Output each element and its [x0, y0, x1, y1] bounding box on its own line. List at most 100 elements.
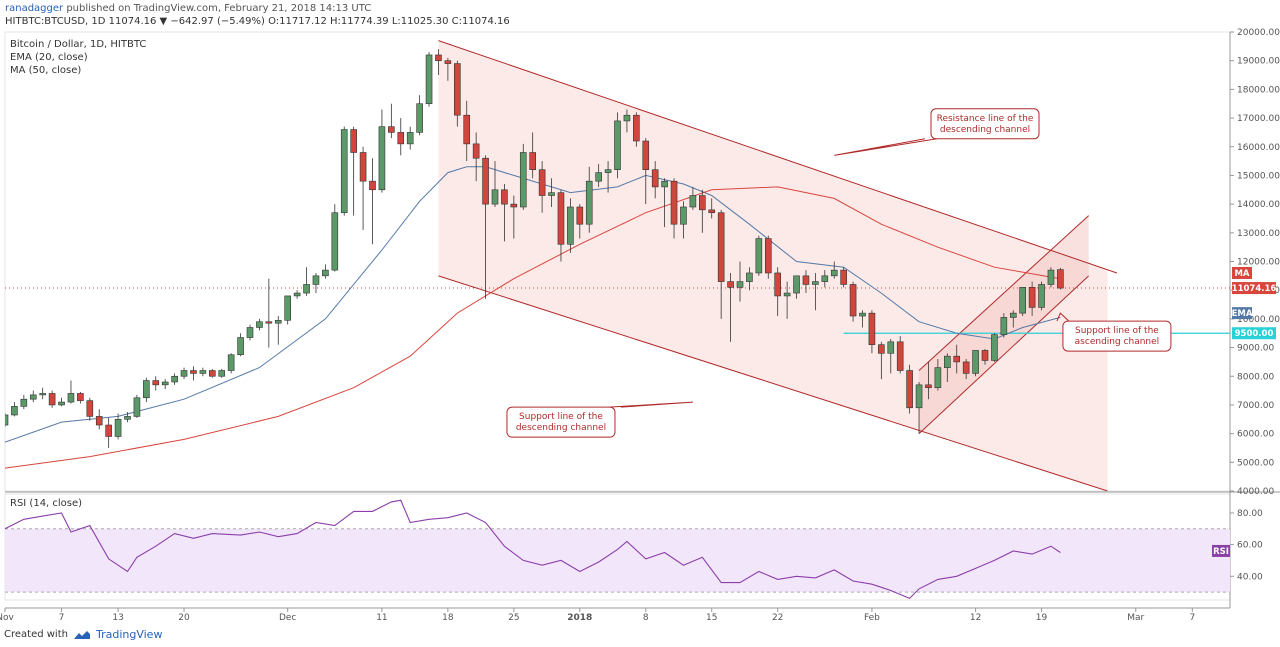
y-tick-label: 12000.00 [1237, 258, 1280, 268]
x-tick-label: 18 [442, 613, 454, 623]
price-axis-tag [1232, 307, 1252, 320]
annotation-text: ascending channel [1075, 337, 1160, 347]
candle-down [397, 132, 405, 145]
x-tick-label: 12 [970, 613, 981, 623]
ema-legend[interactable]: EMA (20, close) [10, 52, 88, 63]
candle-up [812, 281, 819, 285]
candle-down [105, 424, 112, 437]
main-legend: Bitcoin / Dollar, 1D, HITBTC EMA (20, cl… [10, 38, 146, 77]
x-tick-label: 22 [772, 613, 783, 623]
rsi-band [5, 528, 1230, 593]
y-tick-label: 6000.00 [1237, 430, 1274, 440]
candle-up [519, 152, 527, 208]
candle-down [925, 384, 932, 389]
candle-down [633, 114, 640, 142]
y-tick-label: 5000.00 [1237, 458, 1274, 468]
x-tick-label: 7 [59, 613, 65, 623]
symbol-legend[interactable]: Bitcoin / Dollar, 1D, HITBTC [10, 39, 147, 50]
candle-up [567, 206, 574, 245]
candle-up [322, 269, 329, 277]
candle-up [237, 337, 244, 356]
candle-down [510, 203, 518, 208]
published-text: published on TradingView.com, February 2… [66, 3, 372, 14]
resistance-line-ascending [918, 215, 1089, 371]
candle-up [491, 189, 499, 205]
candle-down [896, 341, 904, 371]
x-tick-label: 11 [376, 613, 387, 623]
rsi-legend: RSI (14, close) [10, 497, 82, 510]
candle-down [849, 284, 857, 317]
candle-up [227, 354, 235, 371]
candle-up [67, 393, 75, 403]
x-tick-label: 20 [178, 613, 190, 623]
candle-up [5, 414, 9, 426]
tradingview-brand[interactable]: TradingView [95, 628, 163, 641]
candle-down [209, 370, 216, 377]
candle-down [350, 129, 357, 153]
x-tick-label: 2018 [567, 613, 592, 623]
candle-up [991, 334, 998, 361]
candle-down [472, 143, 480, 159]
candle-down [501, 189, 508, 205]
candle-up [736, 281, 744, 288]
candle-up [20, 398, 28, 407]
candle-down [774, 272, 781, 297]
y-tick-label: 16000.00 [1237, 143, 1280, 153]
annotation-box [506, 406, 616, 438]
annotation-text: Support line of the [1075, 326, 1159, 336]
y-tick-label: 15000.00 [1237, 171, 1280, 181]
ma-legend[interactable]: MA (50, close) [10, 65, 82, 76]
candle-down [152, 380, 160, 386]
candle-up [416, 103, 423, 133]
rsi-legend-label[interactable]: RSI (14, close) [10, 498, 83, 509]
candle-up [1019, 287, 1026, 314]
candle-up [133, 397, 141, 417]
candle-up [915, 384, 923, 409]
candle-down [576, 206, 584, 225]
annotation-text: Resistance line of the [937, 114, 1034, 124]
x-tick-label: Feb [864, 613, 880, 623]
candle-up [755, 238, 763, 274]
candle-down [717, 212, 725, 282]
x-tick-label: Dec [279, 613, 296, 623]
support-line-descending [438, 275, 1108, 491]
candle-down [868, 312, 876, 345]
candle-up [303, 284, 310, 294]
candle-up [114, 418, 122, 437]
candle-down [840, 269, 847, 285]
y-tick-label: 19000.00 [1237, 57, 1280, 67]
chart-header: ranadagger published on TradingView.com,… [0, 0, 1280, 32]
annotation-text: Support line of the [519, 412, 603, 422]
annotation-pointer [1056, 312, 1070, 322]
candle-up [821, 275, 829, 282]
candle-down [454, 63, 461, 116]
y-tick-label: 8000.00 [1237, 372, 1274, 382]
candle-up [312, 275, 320, 285]
candle-down [708, 209, 716, 214]
x-tick-label: 15 [706, 613, 717, 623]
author-link[interactable]: ranadagger [5, 3, 64, 14]
candle-up [11, 406, 18, 416]
candle-down [764, 238, 772, 274]
candle-up [378, 126, 386, 191]
candle-up [1000, 317, 1008, 335]
candle-down [1057, 269, 1064, 289]
x-tick-label: 13 [112, 613, 123, 623]
candle-up [124, 416, 131, 420]
price-axis-tag [1232, 327, 1276, 340]
candle-up [859, 312, 866, 317]
candle-up [972, 350, 979, 374]
rsi-line [4, 499, 1061, 600]
ohlc-readout: HITBTC:BTCUSD, 1D 11074.16 ▼ −642.97 (−5… [5, 16, 510, 27]
candle-down [463, 114, 471, 145]
candle-up [180, 370, 188, 377]
candle-down [699, 195, 706, 211]
y-tick-label: 13000.00 [1237, 229, 1280, 239]
candle-up [595, 172, 602, 182]
annotation-text: descending channel [516, 423, 606, 433]
candle-up [425, 54, 433, 105]
candle-down [981, 350, 989, 361]
candle-up [604, 169, 612, 173]
candle-down [48, 393, 56, 406]
